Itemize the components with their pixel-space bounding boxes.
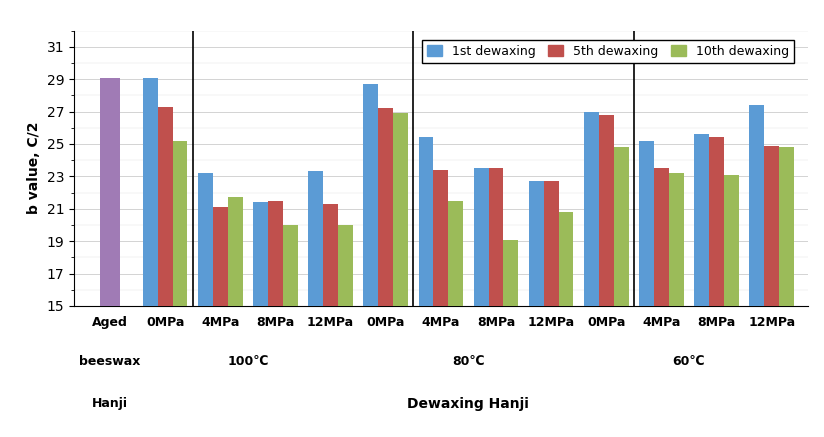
Bar [378, 108, 393, 437]
Bar [143, 77, 157, 437]
Bar [669, 173, 684, 437]
Bar [433, 170, 448, 437]
Bar [363, 84, 378, 437]
Bar [559, 212, 574, 437]
Bar [694, 134, 709, 437]
Bar [253, 202, 268, 437]
Text: 60℃: 60℃ [672, 355, 705, 368]
Bar [448, 201, 463, 437]
Bar [393, 113, 408, 437]
Text: 80℃: 80℃ [452, 355, 485, 368]
Bar [157, 107, 172, 437]
Bar [639, 141, 654, 437]
Bar [308, 171, 323, 437]
Bar [654, 168, 669, 437]
Text: Hanji: Hanji [92, 397, 128, 410]
Bar [599, 115, 614, 437]
Bar [227, 198, 242, 437]
Bar [780, 147, 794, 437]
Bar [764, 146, 780, 437]
Bar [724, 175, 739, 437]
Bar [419, 138, 433, 437]
Bar [529, 181, 544, 437]
Bar [213, 207, 227, 437]
Bar [338, 225, 353, 437]
Bar [709, 138, 724, 437]
Legend: 1st dewaxing, 5th dewaxing, 10th dewaxing: 1st dewaxing, 5th dewaxing, 10th dewaxin… [422, 40, 794, 62]
Bar [474, 168, 489, 437]
Bar [614, 147, 629, 437]
Bar [489, 168, 503, 437]
Bar [198, 173, 213, 437]
Text: Dewaxing Hanji: Dewaxing Hanji [408, 397, 529, 411]
Text: beeswax: beeswax [79, 355, 141, 368]
Text: 100℃: 100℃ [227, 355, 269, 368]
Y-axis label: b value, C/2: b value, C/2 [27, 122, 41, 215]
Bar [172, 141, 188, 437]
Bar [268, 201, 283, 437]
Bar [749, 105, 764, 437]
Bar [100, 77, 120, 437]
Bar [503, 239, 518, 437]
Bar [544, 181, 559, 437]
Bar [323, 204, 338, 437]
Bar [283, 225, 297, 437]
Bar [584, 111, 599, 437]
